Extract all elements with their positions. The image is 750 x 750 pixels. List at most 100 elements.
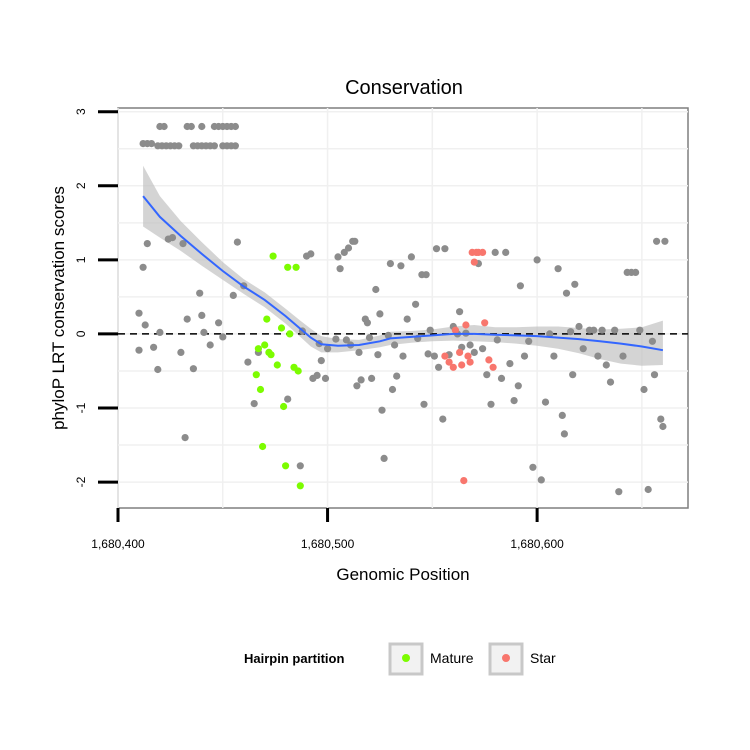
point-other (435, 363, 443, 371)
point-mature (280, 402, 288, 411)
point-other (231, 142, 239, 150)
point-other (594, 352, 602, 360)
point-other (307, 250, 315, 258)
point-other (412, 300, 420, 308)
point-other (355, 348, 363, 356)
point-other (569, 371, 577, 379)
point-other (344, 244, 353, 252)
y-tick-label: -2 (74, 476, 88, 487)
point-other (317, 357, 325, 365)
point-mature (286, 330, 294, 338)
point-other (353, 382, 361, 390)
point-other (441, 245, 449, 253)
point-mature (296, 482, 304, 490)
point-other (550, 352, 558, 360)
point-star (481, 319, 489, 327)
point-star (466, 358, 474, 366)
point-other (487, 400, 495, 408)
point-other (372, 285, 380, 294)
point-other (491, 248, 499, 256)
point-other (198, 122, 206, 131)
point-other (439, 415, 447, 423)
legend-dot-star (502, 654, 510, 662)
point-other (198, 311, 206, 319)
point-other (378, 406, 386, 414)
point-other (541, 398, 550, 406)
point-other (181, 434, 189, 442)
point-other (529, 463, 537, 471)
point-other (386, 260, 394, 268)
point-other (619, 352, 627, 360)
point-other (233, 238, 241, 246)
point-mature (263, 315, 271, 323)
smooth-trend-line (142, 195, 664, 352)
point-other (546, 330, 554, 338)
point-other (210, 142, 218, 150)
point-other (506, 360, 514, 368)
point-other (424, 350, 432, 358)
data-points (135, 122, 669, 496)
point-other (640, 385, 648, 394)
point-other (493, 336, 501, 344)
point-other (357, 376, 365, 384)
confidence-ribbon (143, 165, 663, 366)
point-other (483, 371, 491, 379)
x-axis-title: Genomic Position (336, 565, 469, 584)
legend: Hairpin partition Mature Star (244, 642, 556, 676)
point-other (334, 253, 342, 261)
point-star (489, 363, 497, 371)
point-other (430, 352, 438, 360)
x-tick-label: 1,680,400 (91, 537, 145, 551)
point-other (135, 346, 143, 354)
point-star (458, 361, 466, 369)
legend-dot-mature (402, 654, 410, 662)
point-other (606, 378, 615, 386)
point-other (391, 341, 399, 349)
point-other (206, 341, 214, 349)
point-other (250, 400, 258, 408)
point-mature (259, 442, 267, 451)
legend-label-star: Star (530, 650, 556, 666)
point-other (393, 372, 401, 380)
point-mature (252, 371, 260, 379)
point-other (313, 371, 321, 379)
point-other (648, 337, 657, 345)
point-star (445, 358, 453, 366)
axes: 3 2 1 0 -1 -2 1,680,400 1,680,500 1,680,600 (74, 108, 564, 551)
y-tick-label: -1 (74, 402, 88, 413)
point-other (533, 256, 541, 264)
point-other (179, 240, 187, 248)
point-other (219, 333, 227, 341)
point-other (407, 253, 415, 261)
point-mature (267, 351, 275, 359)
point-mature (284, 263, 292, 271)
point-other (374, 351, 382, 359)
y-tick-label: 2 (74, 182, 88, 189)
point-mature (261, 341, 269, 349)
point-other (154, 365, 162, 374)
point-other (653, 237, 661, 245)
point-other (650, 371, 659, 379)
point-other (380, 454, 388, 462)
point-mature (292, 263, 300, 271)
point-other (147, 140, 156, 148)
point-star (456, 348, 464, 356)
point-other (590, 326, 598, 334)
point-other (571, 280, 579, 288)
point-other (632, 268, 640, 276)
point-other (324, 345, 332, 353)
point-other (525, 337, 533, 345)
y-tick-label: 0 (74, 330, 88, 337)
point-other (368, 374, 376, 382)
point-other (598, 326, 606, 334)
point-star (479, 248, 487, 256)
point-other (657, 415, 665, 423)
y-tick-label: 1 (74, 256, 88, 263)
point-other (397, 262, 405, 270)
point-other (644, 485, 652, 494)
point-mature (256, 385, 265, 394)
point-mature (269, 252, 277, 260)
point-other (497, 374, 506, 382)
point-other (502, 248, 510, 256)
